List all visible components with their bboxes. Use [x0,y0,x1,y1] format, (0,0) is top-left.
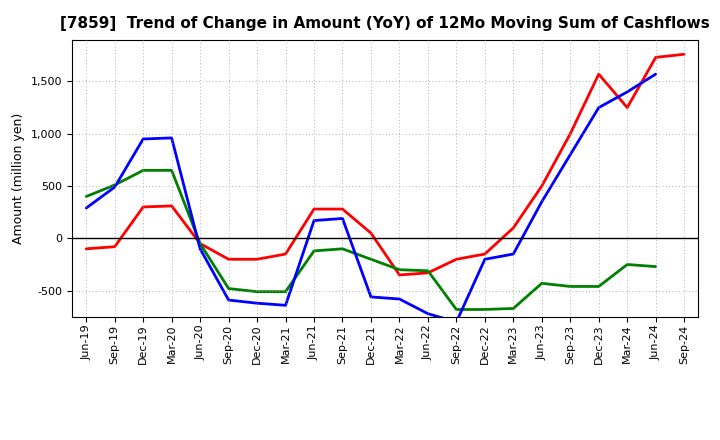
Free Cashflow [452,319,461,325]
Y-axis label: Amount (million yen): Amount (million yen) [12,113,25,244]
Operating Cashflow [595,71,603,77]
Investing Cashflow [139,168,148,173]
Operating Cashflow [110,244,119,249]
Investing Cashflow [82,194,91,199]
Free Cashflow [623,89,631,95]
Operating Cashflow [82,246,91,251]
Free Cashflow [652,71,660,77]
Free Cashflow [366,294,375,300]
Investing Cashflow [366,257,375,262]
Investing Cashflow [253,289,261,294]
Investing Cashflow [452,307,461,312]
Free Cashflow [253,301,261,306]
Investing Cashflow [310,248,318,253]
Free Cashflow [167,135,176,140]
Investing Cashflow [566,284,575,289]
Free Cashflow [566,152,575,158]
Investing Cashflow [423,268,432,273]
Operating Cashflow [338,206,347,212]
Line: Investing Cashflow: Investing Cashflow [86,170,656,309]
Free Cashflow [225,297,233,303]
Free Cashflow [423,311,432,316]
Operating Cashflow [282,251,290,257]
Operating Cashflow [652,55,660,60]
Free Cashflow [338,216,347,221]
Operating Cashflow [566,131,575,136]
Free Cashflow [82,205,91,211]
Investing Cashflow [509,306,518,311]
Investing Cashflow [225,286,233,291]
Operating Cashflow [423,270,432,275]
Free Cashflow [480,257,489,262]
Operating Cashflow [452,257,461,262]
Investing Cashflow [282,289,290,294]
Line: Free Cashflow: Free Cashflow [86,74,656,322]
Operating Cashflow [139,204,148,209]
Investing Cashflow [338,246,347,251]
Free Cashflow [595,105,603,110]
Investing Cashflow [652,264,660,269]
Operating Cashflow [395,272,404,278]
Operating Cashflow [310,206,318,212]
Free Cashflow [537,199,546,204]
Free Cashflow [509,251,518,257]
Investing Cashflow [395,267,404,272]
Investing Cashflow [167,168,176,173]
Operating Cashflow [509,225,518,231]
Operating Cashflow [480,251,489,257]
Title: [7859]  Trend of Change in Amount (YoY) of 12Mo Moving Sum of Cashflows: [7859] Trend of Change in Amount (YoY) o… [60,16,710,32]
Free Cashflow [395,297,404,302]
Operating Cashflow [196,241,204,246]
Investing Cashflow [595,284,603,289]
Operating Cashflow [253,257,261,262]
Investing Cashflow [110,182,119,187]
Free Cashflow [282,303,290,308]
Operating Cashflow [225,257,233,262]
Free Cashflow [110,184,119,190]
Operating Cashflow [680,51,688,57]
Free Cashflow [196,246,204,251]
Operating Cashflow [623,105,631,110]
Operating Cashflow [366,231,375,236]
Investing Cashflow [196,241,204,246]
Investing Cashflow [623,262,631,267]
Line: Operating Cashflow: Operating Cashflow [86,54,684,275]
Investing Cashflow [480,307,489,312]
Investing Cashflow [537,281,546,286]
Free Cashflow [310,218,318,223]
Operating Cashflow [537,183,546,189]
Operating Cashflow [167,203,176,209]
Free Cashflow [139,136,148,142]
